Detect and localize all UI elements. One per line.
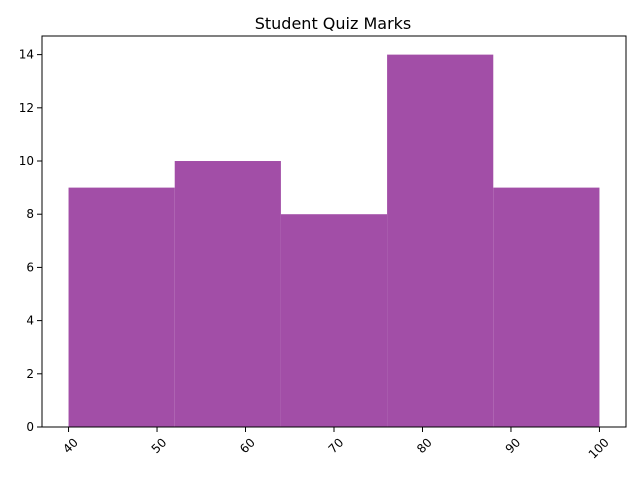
x-tick-label: 50 [149, 435, 170, 456]
y-tick-label: 2 [26, 367, 34, 381]
histogram-bar [68, 187, 175, 427]
y-tick-label: 12 [19, 101, 34, 115]
x-tick-label: 40 [60, 435, 81, 456]
chart-title: Student Quiz Marks [255, 14, 412, 33]
x-tick-label: 60 [237, 435, 258, 456]
x-tick-label: 80 [414, 435, 435, 456]
bars-group [68, 54, 600, 427]
x-tick-label: 90 [503, 435, 524, 456]
y-tick-label: 14 [19, 48, 34, 62]
x-tick-label: 100 [586, 435, 612, 461]
y-axis-ticks: 0 2 4 6 8 10 12 14 [19, 48, 42, 434]
y-tick-label: 8 [26, 207, 34, 221]
y-tick-label: 4 [26, 314, 34, 328]
x-axis-ticks: 40 50 60 70 80 90 100 [60, 427, 612, 462]
histogram-bar [174, 161, 281, 427]
y-tick-label: 10 [19, 154, 34, 168]
histogram-bar [493, 187, 600, 427]
y-tick-label: 0 [26, 420, 34, 434]
histogram-bar [387, 54, 494, 427]
histogram-bar [280, 214, 388, 427]
y-tick-label: 6 [26, 260, 34, 274]
x-tick-label: 70 [326, 435, 347, 456]
